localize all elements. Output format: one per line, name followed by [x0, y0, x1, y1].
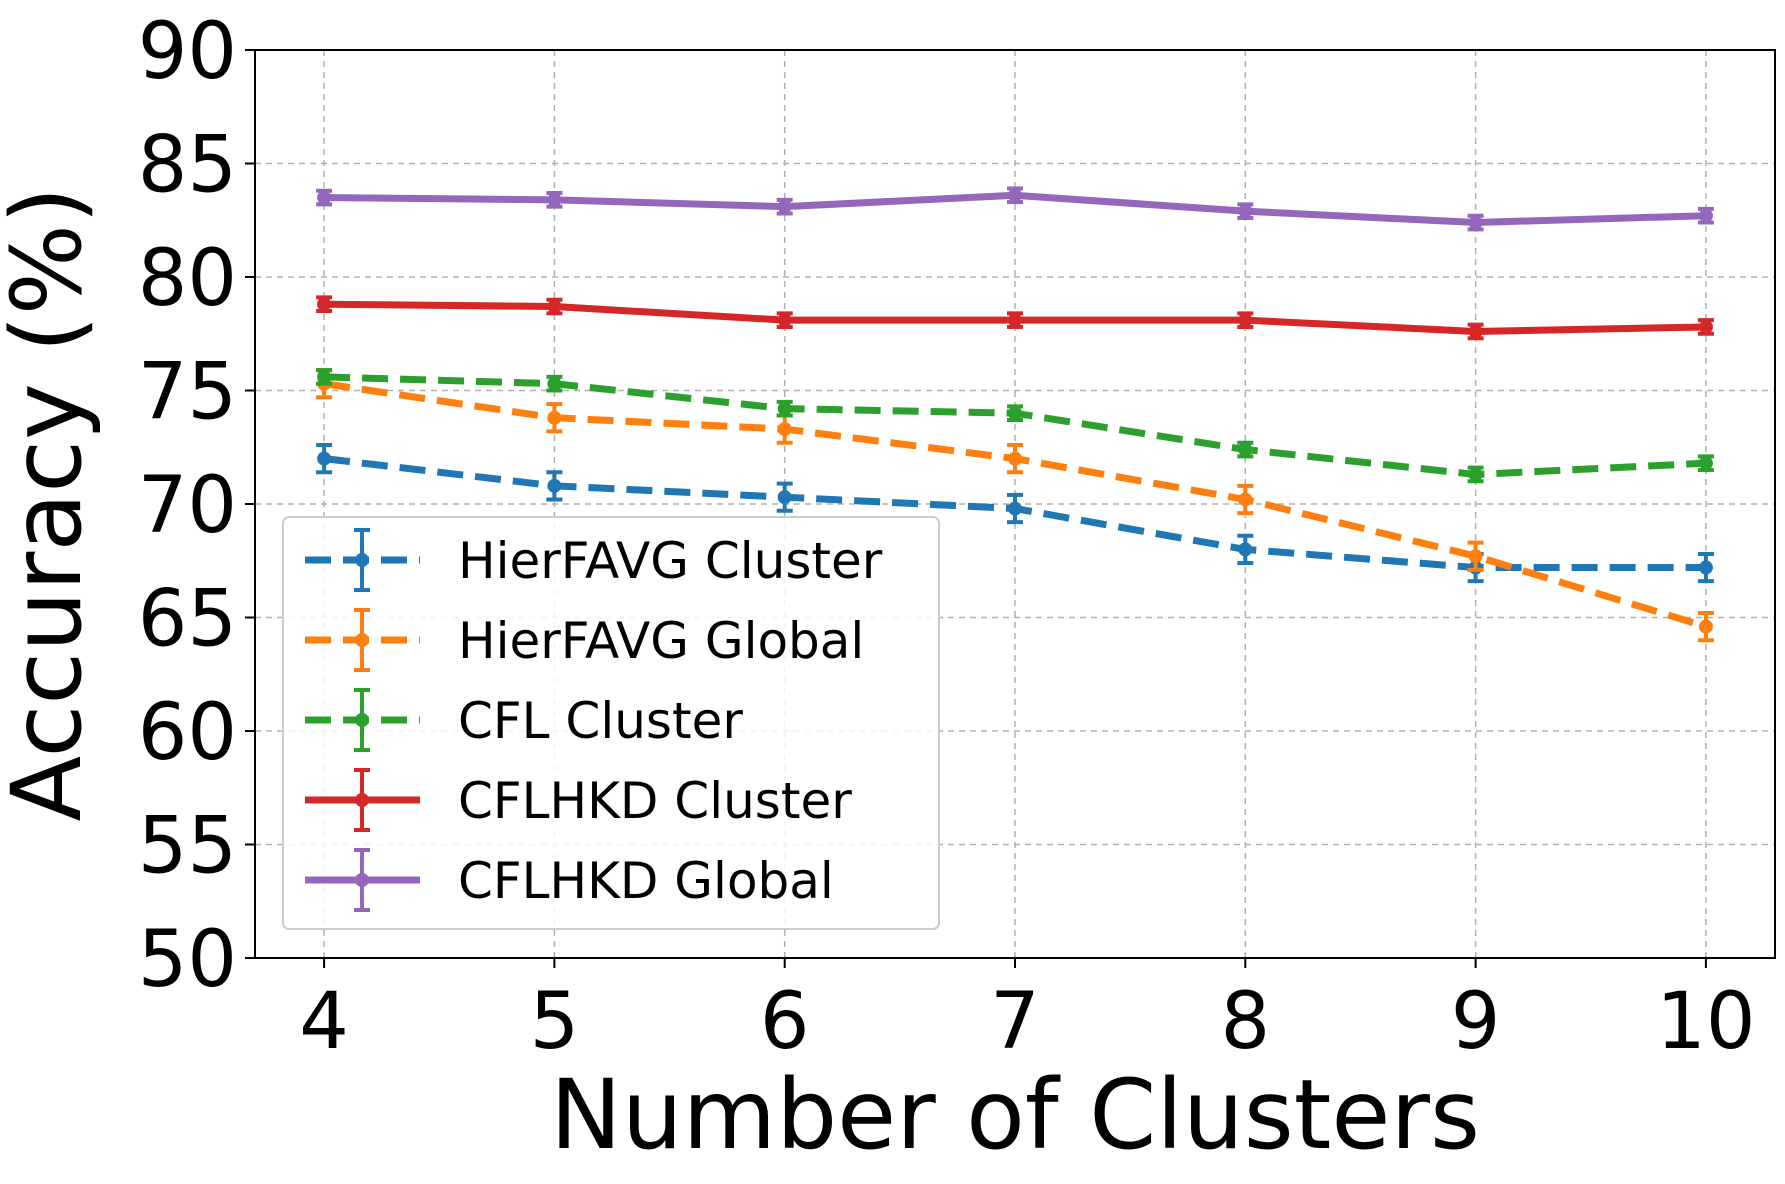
y-tick-label: 85	[138, 121, 237, 211]
x-tick-label: 7	[990, 977, 1040, 1067]
series-cflhkd-global	[316, 186, 1714, 232]
legend-label: CFL Cluster	[458, 692, 743, 750]
data-point	[1238, 442, 1253, 457]
y-tick-label: 65	[138, 575, 237, 665]
data-point	[547, 192, 562, 207]
data-point	[777, 313, 792, 328]
legend-marker	[355, 713, 369, 727]
legend-handle-cflhkd-global	[305, 848, 420, 912]
y-tick-label: 80	[138, 234, 237, 324]
data-point	[1698, 208, 1713, 223]
data-point	[1008, 406, 1022, 421]
x-tick-label: 6	[760, 977, 810, 1067]
legend-marker	[355, 793, 369, 807]
data-point	[1008, 501, 1022, 516]
data-point	[317, 451, 332, 466]
legend-handle-hierfavg-cluster	[305, 528, 420, 592]
series-layer	[316, 186, 1714, 643]
data-point	[1468, 549, 1483, 564]
legend-marker	[355, 633, 369, 647]
data-point	[547, 410, 562, 425]
legend: HierFAVG Cluster HierFAVG Global CFL Clust…	[282, 516, 940, 930]
data-point	[1468, 467, 1483, 482]
data-point	[1698, 560, 1713, 575]
series-cflhkd-cluster	[316, 295, 1714, 341]
y-tick-label: 75	[138, 348, 237, 438]
data-point	[317, 190, 332, 205]
y-tick-label: 70	[138, 461, 237, 551]
data-point	[1008, 451, 1022, 466]
data-point	[547, 478, 562, 493]
legend-handle-cflhkd-cluster	[305, 768, 420, 832]
x-axis-title: Number of Clusters	[550, 1059, 1480, 1171]
data-point	[1468, 215, 1483, 230]
data-point	[777, 490, 792, 505]
x-tick-label: 10	[1656, 977, 1755, 1067]
data-point	[317, 369, 332, 384]
legend-label: HierFAVG Global	[458, 612, 864, 670]
data-point	[1698, 456, 1713, 471]
legend-marker	[355, 553, 369, 567]
data-point	[1238, 204, 1253, 219]
data-point	[1468, 324, 1483, 339]
y-tick-label: 50	[138, 915, 237, 1005]
data-point	[1238, 492, 1253, 507]
x-tick-label: 9	[1451, 977, 1501, 1067]
legend-marker	[355, 873, 369, 887]
data-point	[1698, 619, 1713, 634]
data-point	[1008, 313, 1022, 328]
data-point	[777, 422, 792, 437]
legend-box	[282, 516, 940, 930]
y-tick-label: 90	[138, 7, 237, 97]
legend-label: CFLHKD Cluster	[458, 772, 852, 830]
data-point	[1238, 313, 1253, 328]
y-tick-label: 55	[138, 802, 237, 892]
series-cfl-cluster	[316, 368, 1714, 484]
data-point	[777, 401, 792, 416]
data-point	[317, 297, 332, 312]
x-tick-label: 5	[530, 977, 580, 1067]
x-tick-label: 8	[1220, 977, 1270, 1067]
data-point	[547, 299, 562, 314]
data-point	[1008, 188, 1022, 203]
legend-label: CFLHKD Global	[458, 852, 834, 910]
data-point	[777, 199, 792, 214]
legend-handle-cfl-cluster	[305, 688, 420, 752]
x-tick-label: 4	[299, 977, 349, 1067]
data-point	[1698, 319, 1713, 334]
data-point	[1238, 542, 1253, 557]
data-point	[547, 376, 562, 391]
y-axis-title: Accuracy (%)	[0, 187, 103, 822]
legend-handle-hierfavg-global	[305, 608, 420, 672]
legend-label: HierFAVG Cluster	[458, 532, 883, 590]
y-tick-label: 60	[138, 688, 237, 778]
axis-ticks: 4 5 6 7 8 9 10 50 55 60 65 70 75 80 85 90	[138, 7, 1756, 1067]
